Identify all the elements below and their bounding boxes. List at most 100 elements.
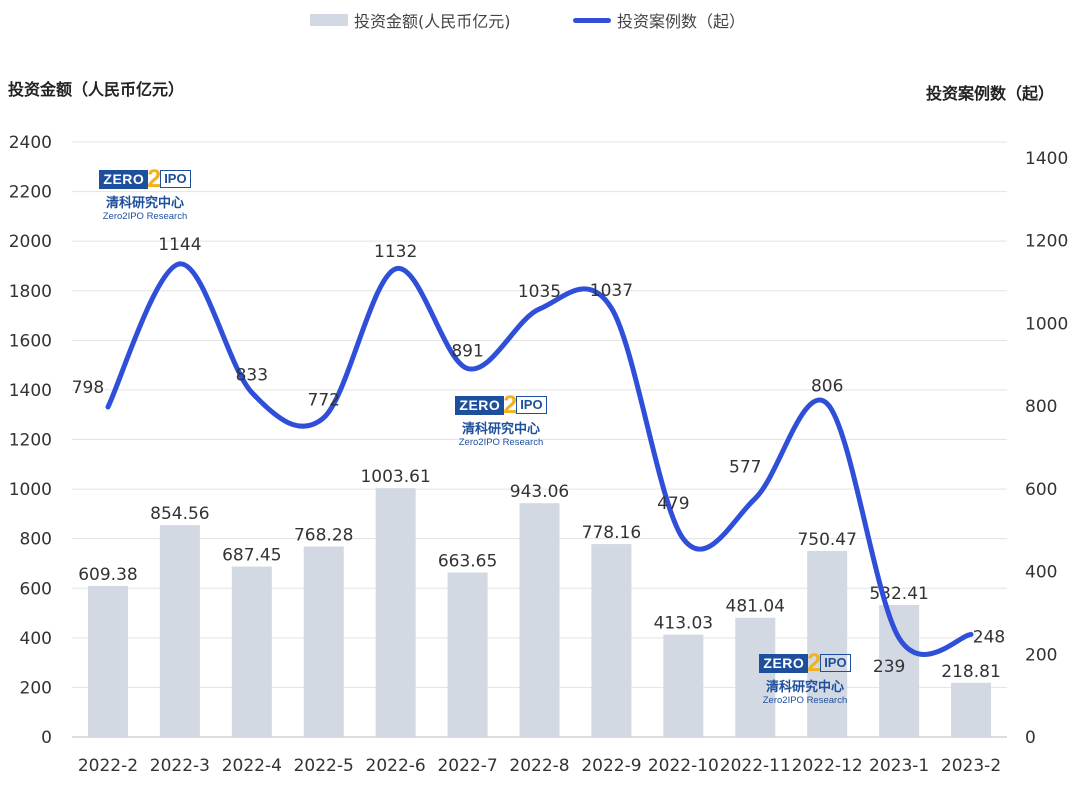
- y-left-tick-label: 2000: [9, 232, 52, 252]
- y-left-tick-label: 1400: [9, 381, 52, 401]
- y-left-tick-label: 1000: [9, 480, 52, 500]
- logo-cn: 清科研究中心: [105, 196, 184, 211]
- y-left-tick-label: 600: [20, 579, 52, 599]
- logo-zero: ZERO: [759, 653, 809, 673]
- bar-value-label: 1003.61: [360, 467, 430, 487]
- logo-en: Zero2IPO Research: [458, 437, 544, 448]
- left-axis-title: 投资金额（人民币亿元）: [8, 80, 185, 99]
- x-tick-label: 2022-2: [78, 756, 138, 776]
- x-tick-label: 2022-4: [222, 756, 282, 776]
- y-right-tick-label: 1400: [1025, 149, 1068, 169]
- line-value-label: 772: [308, 391, 340, 411]
- x-tick-label: 2022-3: [150, 756, 210, 776]
- line-value-label: 798: [72, 378, 104, 398]
- line-value-label: 891: [451, 342, 483, 362]
- logo-en: Zero2IPO Research: [762, 695, 848, 706]
- x-tick-label: 2022-8: [509, 756, 569, 776]
- x-tick-label: 2022-6: [366, 756, 426, 776]
- x-tick-label: 2022-10: [648, 756, 719, 776]
- x-tick-label: 2022-7: [437, 756, 497, 776]
- y-right-tick-label: 400: [1025, 563, 1057, 583]
- bar-value-label: 609.38: [78, 565, 137, 585]
- bar-value-label: 943.06: [510, 482, 569, 502]
- y-right-tick-label: 1000: [1025, 314, 1068, 334]
- bar-value-label: 413.03: [654, 614, 713, 634]
- x-tick-label: 2023-1: [869, 756, 929, 776]
- bar: [519, 503, 560, 737]
- line-value-label: 1132: [374, 242, 417, 262]
- y-right-tick-label: 0: [1025, 728, 1036, 748]
- watermark-logo-2: ZERO 2 IPO 清科研究中心 Zero2IPO Research: [451, 391, 551, 448]
- line-value-label: 479: [657, 494, 689, 514]
- bar: [879, 605, 920, 737]
- logo-ipo: IPO: [160, 170, 191, 188]
- y-left-tick-label: 1200: [9, 431, 52, 451]
- legend-item-count[interactable]: 投资案例数（起）: [573, 8, 745, 32]
- y-left-tick-label: 800: [20, 530, 52, 550]
- bar-value-label: 768.28: [294, 526, 353, 546]
- bar-value-label: 218.81: [941, 662, 1000, 682]
- logo-cn: 清科研究中心: [461, 422, 540, 437]
- bar: [87, 585, 128, 737]
- logo-zero: ZERO: [455, 395, 505, 415]
- bar-value-label: 663.65: [438, 551, 497, 571]
- bar-value-label: 854.56: [150, 504, 209, 524]
- y-left-tick-label: 200: [20, 678, 52, 698]
- legend-label-amount: 投资金额(人民币亿元): [354, 12, 511, 31]
- bar: [663, 634, 704, 737]
- line-value-label: 577: [729, 457, 761, 477]
- legend: 投资金额(人民币亿元) 投资案例数（起）: [0, 0, 1074, 36]
- y-right-tick-label: 600: [1025, 480, 1057, 500]
- bar: [303, 546, 344, 737]
- bar: [375, 488, 416, 737]
- x-tick-label: 2022-5: [294, 756, 354, 776]
- bar-value-label: 687.45: [222, 546, 281, 566]
- bar: [159, 525, 200, 737]
- y-right-tick-label: 200: [1025, 645, 1057, 665]
- line-series-count: [105, 261, 974, 657]
- y-left-tick-label: 1800: [9, 282, 52, 302]
- line-value-label: 833: [236, 365, 268, 385]
- legend-swatch-bar: [310, 14, 348, 26]
- bar: [807, 550, 848, 737]
- bar: [591, 544, 632, 737]
- bar: [231, 566, 272, 737]
- line-value-label: 806: [811, 377, 843, 397]
- bar-value-label: 481.04: [726, 597, 785, 617]
- x-tick-label: 2023-2: [941, 756, 1001, 776]
- line-value-label: 1037: [590, 281, 633, 301]
- logo-two: 2: [503, 391, 518, 419]
- bar-value-label: 778.16: [582, 523, 641, 543]
- logo-ipo: IPO: [516, 396, 547, 414]
- bar: [447, 572, 488, 737]
- legend-item-amount[interactable]: 投资金额(人民币亿元): [310, 8, 511, 32]
- y-left-tick-label: 1600: [9, 331, 52, 351]
- watermark-logo-1: ZERO 2 IPO 清科研究中心 Zero2IPO Research: [95, 165, 195, 222]
- y-right-tick-label: 1200: [1025, 232, 1068, 252]
- line-value-label: 248: [973, 627, 1005, 647]
- line-value-label: 1035: [518, 282, 561, 302]
- line-value-label: 239: [873, 657, 905, 677]
- y-left-tick-label: 2400: [9, 133, 52, 153]
- y-right-tick-label: 800: [1025, 397, 1057, 417]
- bar: [735, 617, 776, 737]
- y-left-tick-label: 400: [20, 629, 52, 649]
- legend-swatch-line: [573, 17, 611, 23]
- x-tick-label: 2022-9: [581, 756, 641, 776]
- bar-value-label: 750.47: [797, 530, 856, 550]
- watermark-logo-3: ZERO 2 IPO 清科研究中心 Zero2IPO Research: [755, 651, 855, 706]
- y-left-tick-label: 0: [41, 728, 52, 748]
- bar: [951, 682, 992, 737]
- line-value-label: 1144: [158, 235, 201, 255]
- logo-zero: ZERO: [99, 169, 149, 189]
- logo-two: 2: [147, 165, 162, 193]
- logo-cn: 清科研究中心: [765, 680, 844, 695]
- x-tick-label: 2022-12: [792, 756, 863, 776]
- legend-label-count: 投资案例数（起）: [617, 12, 746, 31]
- x-tick-label: 2022-11: [720, 756, 791, 776]
- logo-ipo: IPO: [820, 654, 851, 672]
- logo-en: Zero2IPO Research: [102, 211, 188, 222]
- right-axis-title: 投资案例数（起）: [925, 84, 1054, 103]
- y-left-tick-label: 2200: [9, 183, 52, 203]
